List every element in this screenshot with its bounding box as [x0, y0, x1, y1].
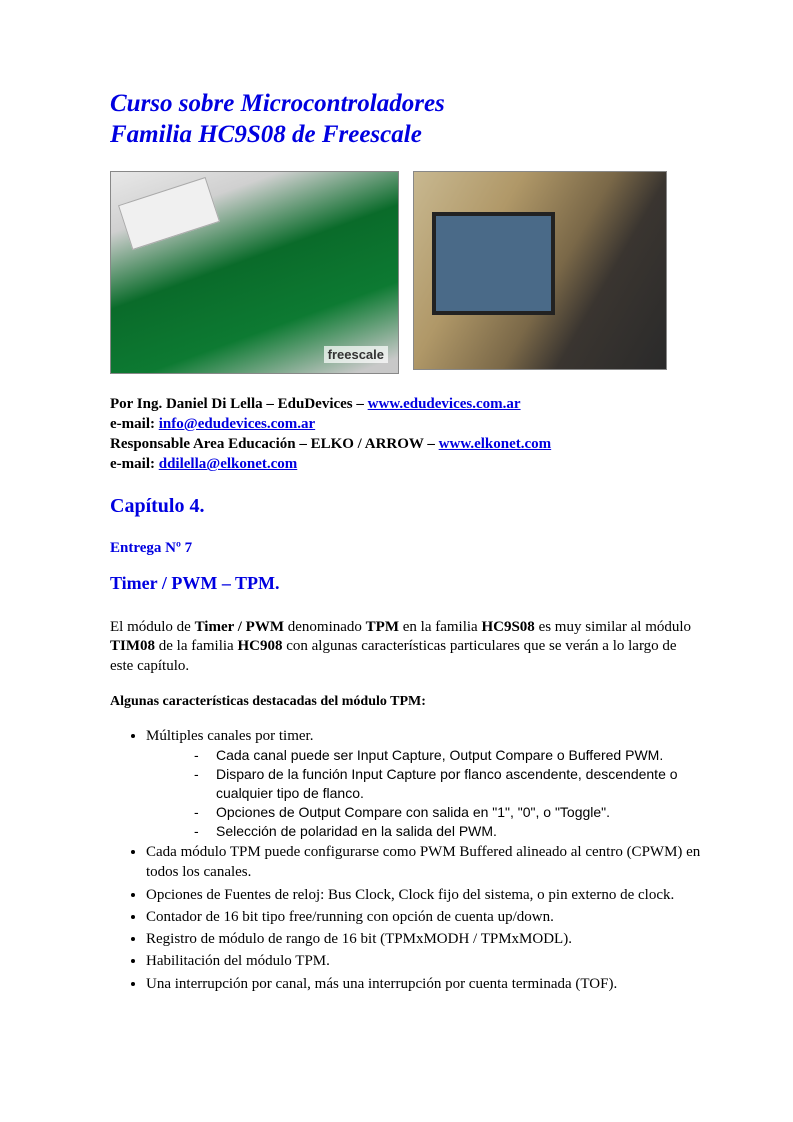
sub-list: Cada canal puede ser Input Capture, Outp… — [146, 746, 703, 840]
author-block: Por Ing. Daniel Di Lella – EduDevices – … — [110, 394, 703, 475]
chapter-heading: Capítulo 4. — [110, 495, 703, 518]
list-item: Opciones de Fuentes de reloj: Bus Clock,… — [146, 885, 703, 905]
edudevices-link[interactable]: www.edudevices.com.ar — [368, 396, 521, 412]
intro-paragraph: El módulo de Timer / PWM denominado TPM … — [110, 618, 703, 677]
list-item: Cada módulo TPM puede configurarse como … — [146, 842, 703, 883]
list-item: Habilitación del módulo TPM. — [146, 951, 703, 971]
author-line-4: e-mail: ddilella@elkonet.com — [110, 454, 703, 474]
list-item: Contador de 16 bit tipo free/running con… — [146, 907, 703, 927]
author-line-2: e-mail: info@edudevices.com.ar — [110, 414, 703, 434]
list-item: Registro de módulo de rango de 16 bit (T… — [146, 929, 703, 949]
elkonet-link[interactable]: www.elkonet.com — [439, 436, 552, 452]
sub-list-item: Cada canal puede ser Input Capture, Outp… — [194, 746, 703, 764]
list-item: Múltiples canales por timer. Cada canal … — [146, 726, 703, 840]
email-elkonet-link[interactable]: ddilella@elkonet.com — [159, 456, 298, 472]
features-subheading: Algunas características destacadas del m… — [110, 694, 703, 710]
email-edudevices-link[interactable]: info@edudevices.com.ar — [159, 416, 315, 432]
image-row — [110, 171, 703, 374]
author-line-1: Por Ing. Daniel Di Lella – EduDevices – … — [110, 394, 703, 414]
delivery-heading: Entrega Nº 7 — [110, 540, 703, 557]
sub-list-item: Disparo de la función Input Capture por … — [194, 765, 703, 801]
list-item: Una interrupción por canal, más una inte… — [146, 974, 703, 994]
section-heading: Timer / PWM – TPM. — [110, 573, 703, 594]
instructor-image — [413, 171, 667, 370]
sub-list-item: Opciones de Output Compare con salida en… — [194, 803, 703, 821]
board-image — [110, 171, 399, 374]
title-line-2: Familia HC9S08 de Freescale — [110, 121, 422, 148]
author-line-3: Responsable Area Educación – ELKO / ARRO… — [110, 434, 703, 454]
title-line-1: Curso sobre Microcontroladores — [110, 90, 445, 117]
document-title: Curso sobre Microcontroladores Familia H… — [110, 88, 703, 151]
sub-list-item: Selección de polaridad en la salida del … — [194, 822, 703, 840]
features-list: Múltiples canales por timer. Cada canal … — [110, 726, 703, 994]
